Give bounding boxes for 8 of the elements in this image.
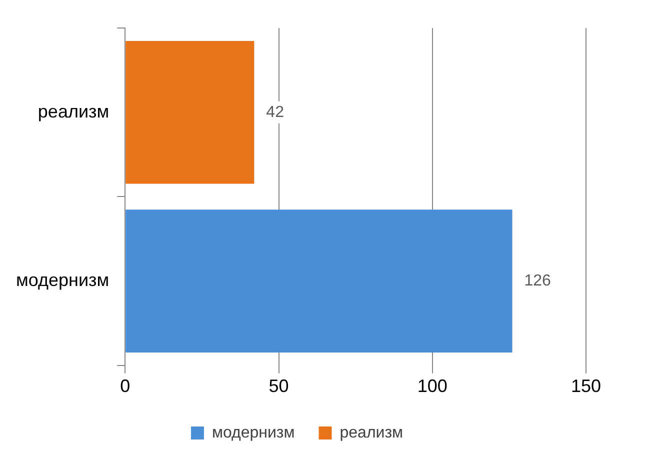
- x-tick-label: 50: [268, 376, 289, 396]
- legend-label: реализм: [340, 424, 404, 442]
- x-tick-label: 150: [570, 376, 602, 396]
- x-tick-label: 0: [120, 376, 130, 396]
- x-tick-label: 100: [417, 376, 448, 396]
- data-label: 42: [266, 104, 284, 121]
- legend-label: модернизм: [212, 424, 295, 442]
- data-label: 126: [524, 272, 552, 290]
